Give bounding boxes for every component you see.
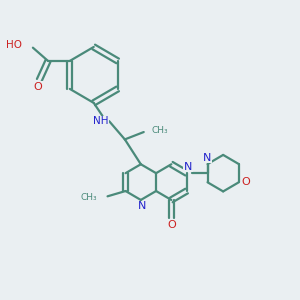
Text: NH: NH	[93, 116, 108, 126]
Text: N: N	[138, 201, 146, 212]
Text: CH₃: CH₃	[81, 193, 98, 202]
Text: N: N	[184, 162, 192, 172]
Text: CH₃: CH₃	[152, 126, 169, 135]
Text: N: N	[203, 153, 211, 163]
Text: O: O	[167, 220, 176, 230]
Text: HO: HO	[6, 40, 22, 50]
Text: O: O	[34, 82, 42, 92]
Text: O: O	[242, 177, 250, 187]
